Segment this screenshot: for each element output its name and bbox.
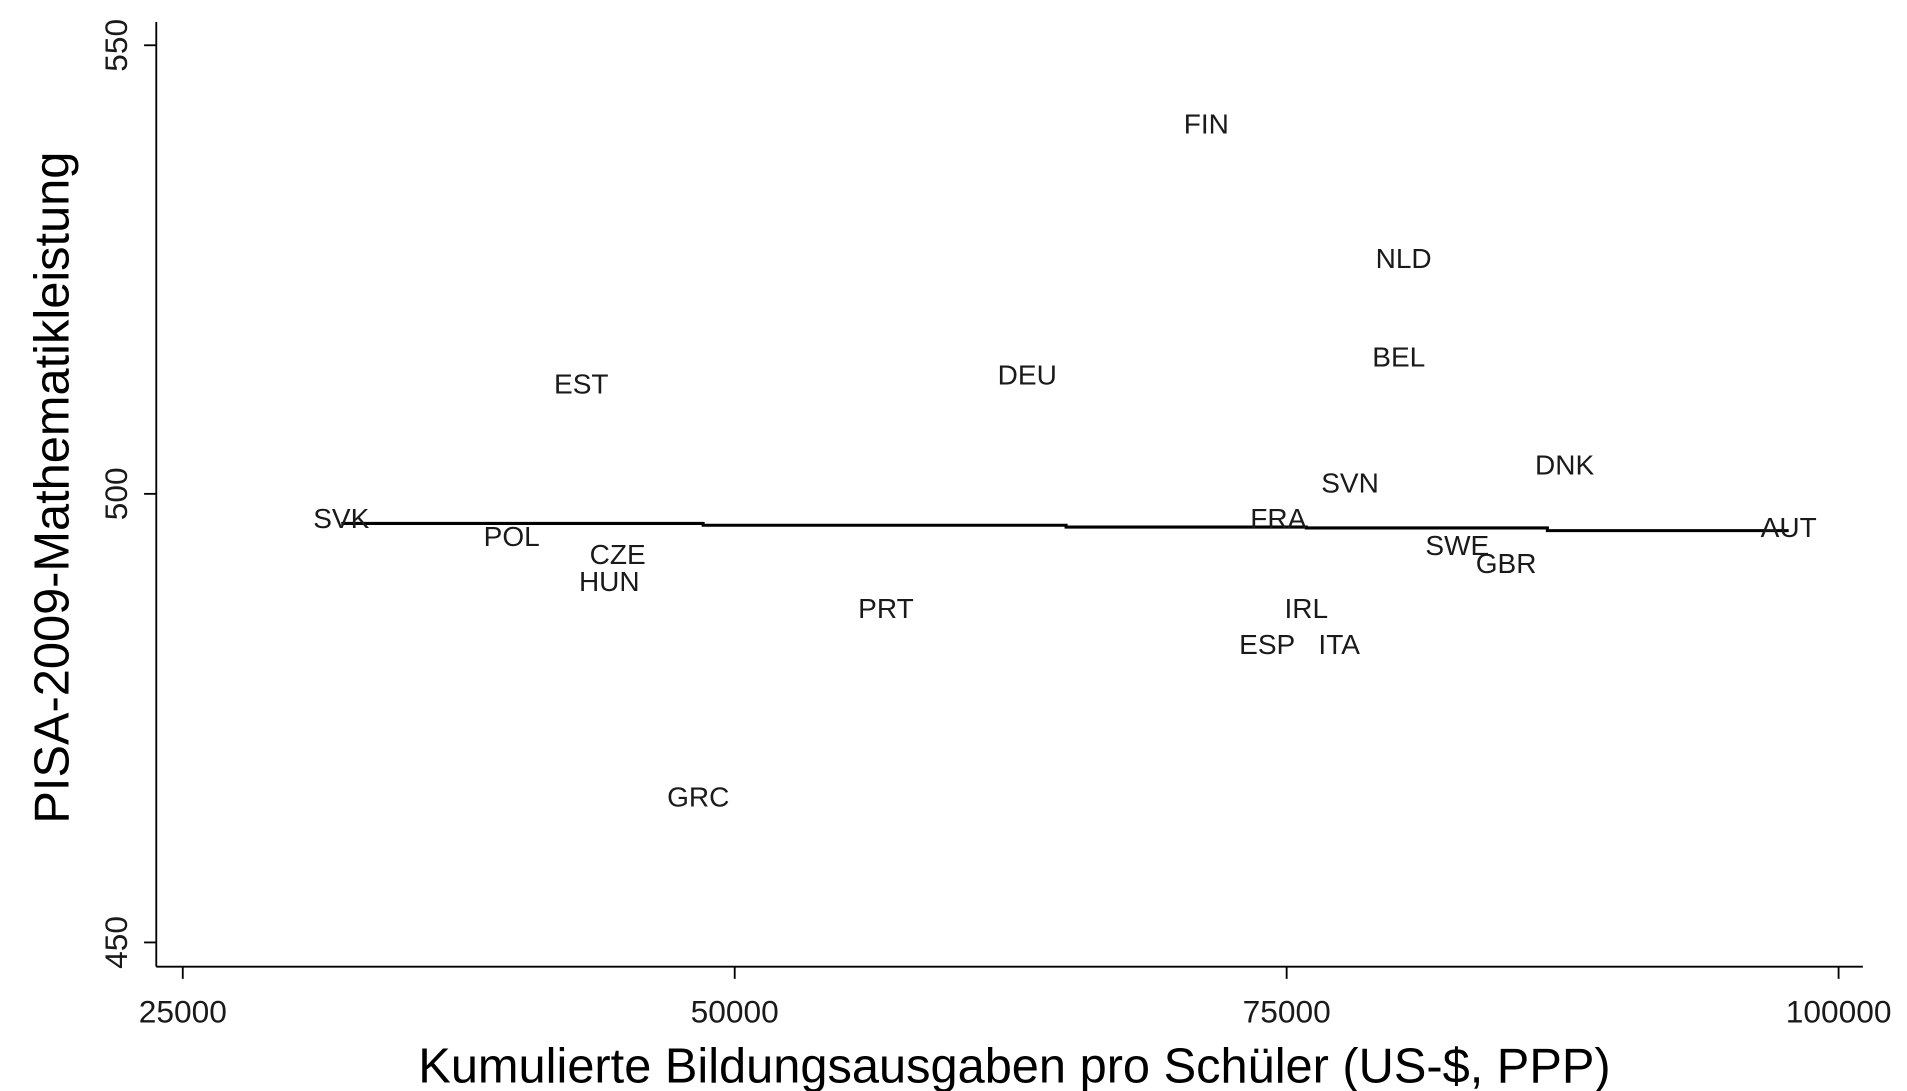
- x-tick-label: 75000: [1243, 994, 1331, 1030]
- y-tick-label: 500: [98, 467, 134, 520]
- point-label: FIN: [1184, 108, 1229, 139]
- point-label: GRC: [667, 781, 729, 812]
- point-label: DEU: [998, 360, 1057, 391]
- x-tick-label: 100000: [1786, 994, 1892, 1030]
- point-label: SWE: [1425, 530, 1489, 561]
- x-tick-label: 25000: [139, 994, 227, 1030]
- y-axis-title: PISA-2009-Mathematikleistung: [26, 152, 80, 824]
- point-label: GBR: [1476, 548, 1537, 579]
- point-label: IRL: [1284, 593, 1328, 624]
- point-label: CZE: [590, 539, 646, 570]
- point-label: SVK: [313, 503, 369, 534]
- y-tick-label: 550: [98, 19, 134, 72]
- point-label: NLD: [1376, 243, 1432, 274]
- y-tick-label: 450: [98, 916, 134, 969]
- point-label: BEL: [1372, 342, 1425, 373]
- x-axis-title: Kumulierte Bildungsausgaben pro Schüler …: [418, 1039, 1610, 1091]
- x-tick-label: 50000: [691, 994, 779, 1030]
- point-label: POL: [484, 521, 540, 552]
- point-label: PRT: [858, 593, 914, 624]
- point-label: FRA: [1250, 503, 1306, 534]
- point-label: HUN: [579, 566, 640, 597]
- point-label: DNK: [1535, 449, 1594, 480]
- point-label: ITA: [1318, 629, 1360, 660]
- point-label: ESP: [1239, 629, 1295, 660]
- point-label: AUT: [1761, 512, 1817, 543]
- point-label: SVN: [1321, 467, 1379, 498]
- fit-line: [341, 521, 1789, 533]
- point-label: EST: [554, 369, 609, 400]
